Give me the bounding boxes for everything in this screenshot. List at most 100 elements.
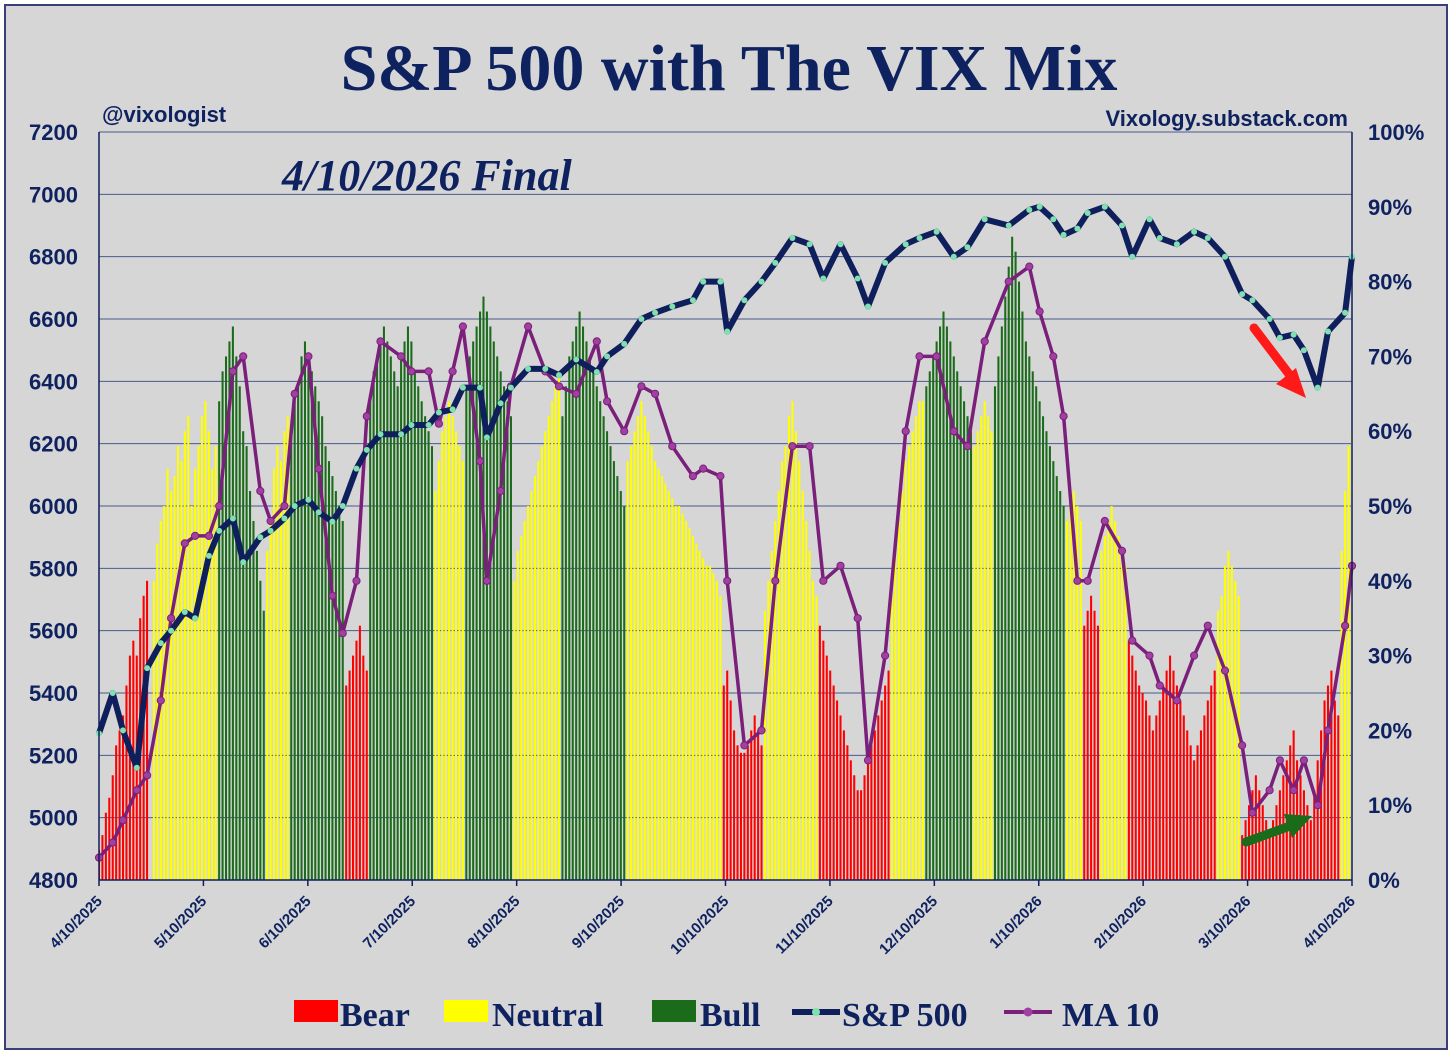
ma10-point (603, 397, 612, 406)
regime-bar-neutral (554, 386, 557, 880)
sp500-point (652, 309, 659, 316)
x-tick-label: 8/10/2025 (464, 893, 523, 952)
regime-bar-bear (348, 670, 351, 880)
regime-bar-bear (1254, 775, 1257, 880)
x-tick-label: 1/10/2026 (986, 893, 1045, 952)
ma10-point (932, 352, 941, 361)
ma10-point (338, 629, 347, 638)
sp500-point (669, 303, 676, 310)
ma10-point (1073, 576, 1082, 585)
regime-bar-bear (352, 655, 355, 880)
y-left-tick-label: 6400 (29, 369, 78, 394)
regime-bar-neutral (674, 506, 677, 880)
ma10-point (554, 382, 564, 391)
regime-bar-bear (877, 715, 880, 880)
regime-bar-neutral (1220, 595, 1223, 880)
regime-bar-neutral (904, 461, 907, 880)
regime-bar-neutral (1340, 550, 1343, 880)
sp500-point (157, 640, 164, 647)
ma10-point (290, 389, 299, 398)
y-right-tick-label: 60% (1368, 419, 1412, 444)
regime-bar-bear (743, 752, 746, 880)
regime-bar-bull (475, 326, 478, 880)
regime-bar-bear (873, 730, 876, 880)
twitter-handle: @vixologist (102, 102, 227, 127)
sp500-point (329, 518, 336, 525)
regime-bar-bull (1031, 371, 1034, 880)
regime-bar-bear (128, 655, 131, 880)
sp500-point (281, 515, 288, 522)
sp500-point (882, 259, 889, 266)
sp500-point (408, 422, 415, 428)
sp500-line (96, 203, 1355, 771)
regime-bar-bear (722, 685, 725, 880)
regime-bar-bull (242, 431, 245, 880)
regime-bar-bear (760, 745, 763, 880)
regime-bar-neutral (1107, 520, 1110, 880)
regime-bar-bull (592, 371, 595, 880)
ma10-point (328, 591, 337, 600)
regime-bar-neutral (1100, 550, 1103, 880)
regime-bar-neutral (1072, 491, 1075, 880)
regime-bar-bull (489, 326, 492, 880)
sp500-point (1276, 334, 1283, 341)
regime-bar-bull (327, 461, 331, 880)
ma10-point (915, 352, 924, 361)
regime-bar-bear (856, 790, 859, 880)
regime-bar-bull (485, 311, 488, 880)
regime-bar-neutral (798, 461, 801, 880)
regime-bar-bear (887, 670, 890, 880)
y-right-tick-label: 40% (1368, 569, 1412, 594)
regime-bar-neutral (540, 446, 543, 880)
regime-bar-neutral (897, 520, 900, 880)
x-tick-label: 7/10/2025 (360, 893, 419, 952)
sp500-point (916, 235, 923, 241)
regime-bar-neutral (695, 543, 698, 880)
sp500-point (950, 253, 957, 260)
regime-bar-neutral (451, 416, 454, 880)
ma10-point (1265, 786, 1274, 795)
regime-bar-bull (1052, 461, 1055, 880)
regime-bar-bull (482, 296, 485, 880)
ma10-point (1313, 801, 1322, 810)
regime-bar-bull (595, 386, 598, 880)
regime-bar-bear (829, 670, 832, 880)
regime-bar-bull (1038, 401, 1041, 880)
regime-bar-bull (942, 311, 945, 880)
sp500-point (1191, 228, 1198, 235)
regime-bar-neutral (894, 550, 897, 880)
legend-neutral-label: Neutral (492, 997, 603, 1034)
ma10-point (496, 486, 505, 496)
regime-bar-neutral (444, 416, 447, 880)
regime-bar-bear (1241, 835, 1244, 880)
legend-bear-label: Bear (340, 997, 410, 1034)
regime-bar-neutral (1347, 446, 1350, 880)
sp500-point (806, 241, 813, 248)
regime-bar-neutral (777, 491, 780, 880)
y-left-tick-label: 5600 (29, 619, 78, 644)
x-tick-label: 6/10/2025 (255, 893, 314, 952)
sp500-point (689, 297, 696, 304)
regime-bar-bear (1096, 625, 1099, 880)
sp500-point (449, 406, 456, 413)
regime-bar-bear (839, 715, 842, 880)
regime-bar-neutral (1103, 535, 1106, 880)
regime-bar-bull (245, 446, 248, 880)
regime-bar-bull (300, 356, 303, 880)
sp500-point (789, 235, 796, 241)
regime-bar-neutral (557, 371, 561, 880)
regime-bar-bear (1261, 805, 1264, 880)
sp500-point (1314, 384, 1321, 391)
ma10-point (204, 531, 213, 541)
regime-bar-neutral (266, 550, 269, 880)
sp500-point (1266, 316, 1273, 322)
ma10-point (143, 771, 152, 780)
sp500-point (192, 615, 199, 622)
regime-bar-bull (221, 371, 224, 880)
regime-bar-bull (945, 326, 948, 880)
regime-bar-neutral (763, 610, 767, 880)
regime-bar-neutral (805, 520, 808, 880)
regime-bar-bear (1182, 715, 1185, 880)
regime-bar-bear (842, 730, 845, 880)
legend-sp500-label: S&P 500 (842, 997, 968, 1034)
